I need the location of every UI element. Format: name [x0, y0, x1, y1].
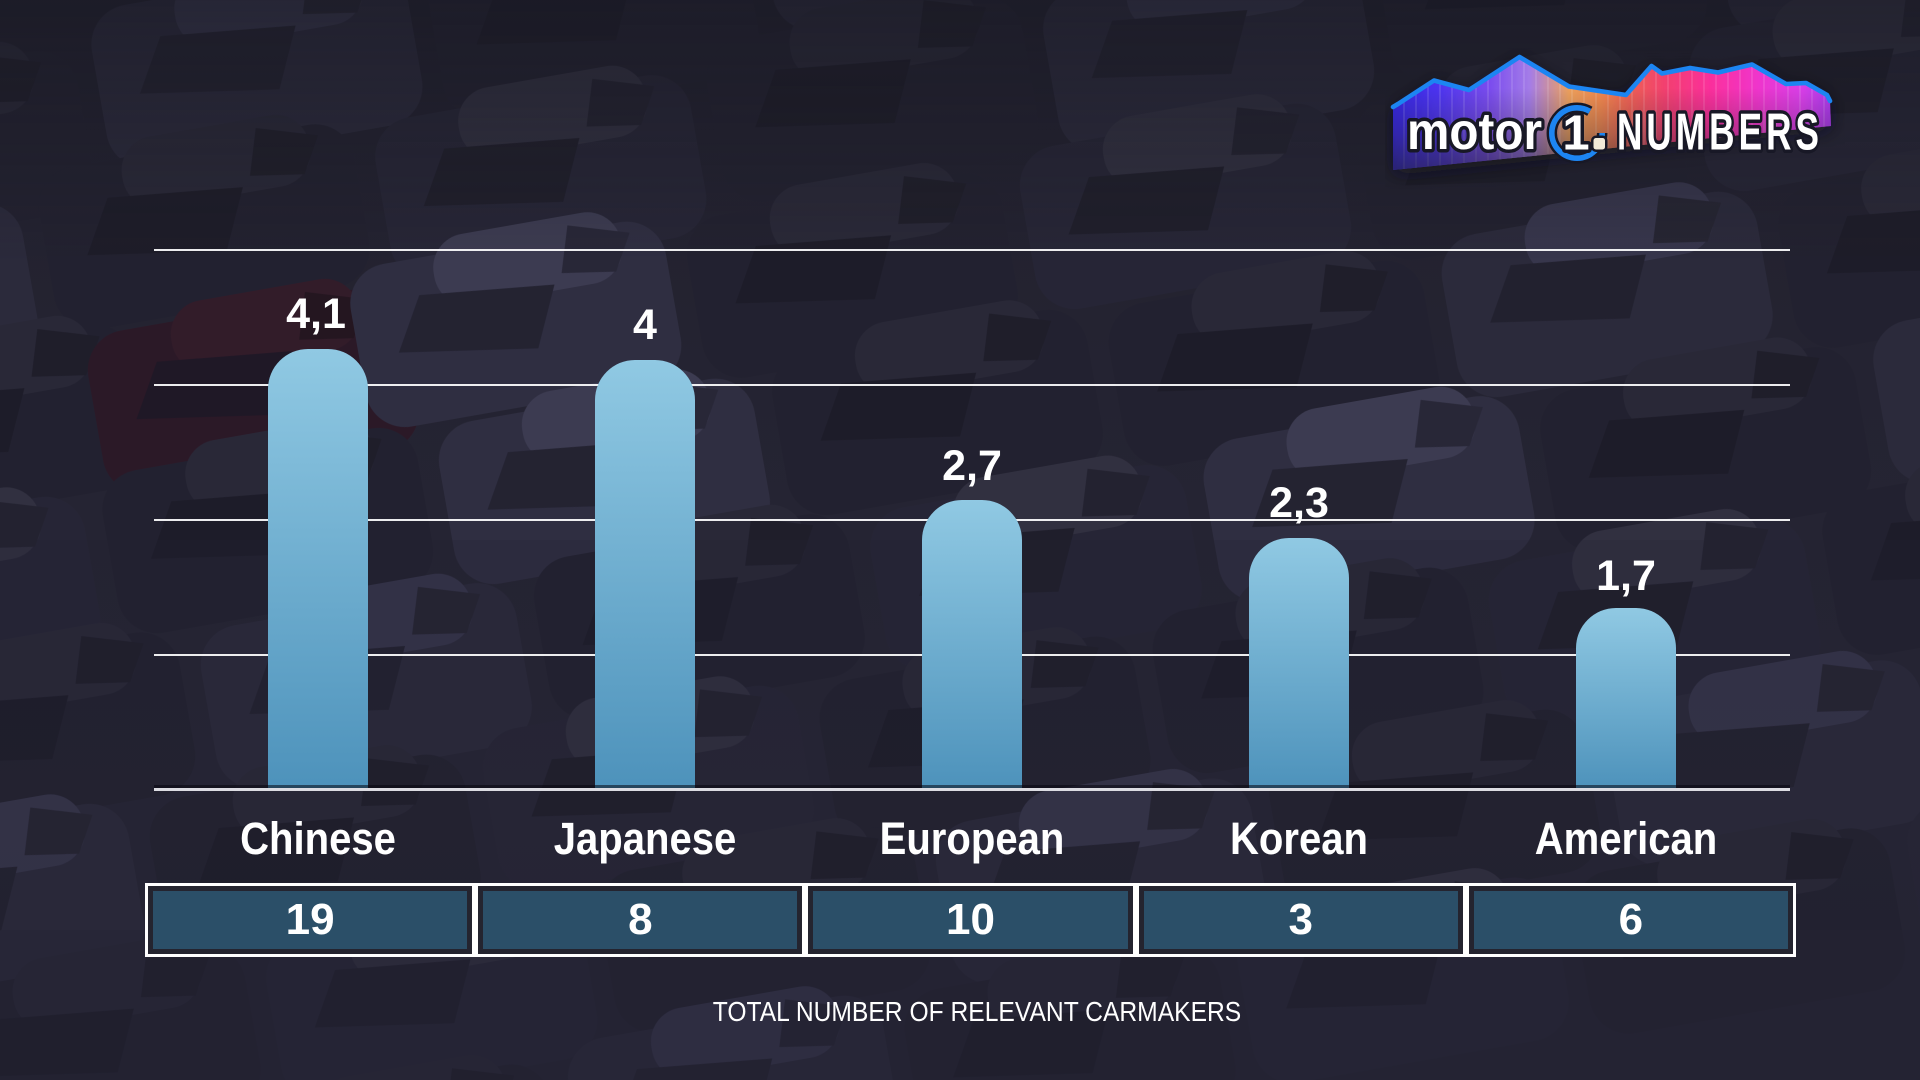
- svg-text:NUMBERS: NUMBERS: [1617, 103, 1823, 161]
- svg-text:1: 1: [1562, 107, 1589, 161]
- svg-text:motor: motor: [1407, 103, 1542, 161]
